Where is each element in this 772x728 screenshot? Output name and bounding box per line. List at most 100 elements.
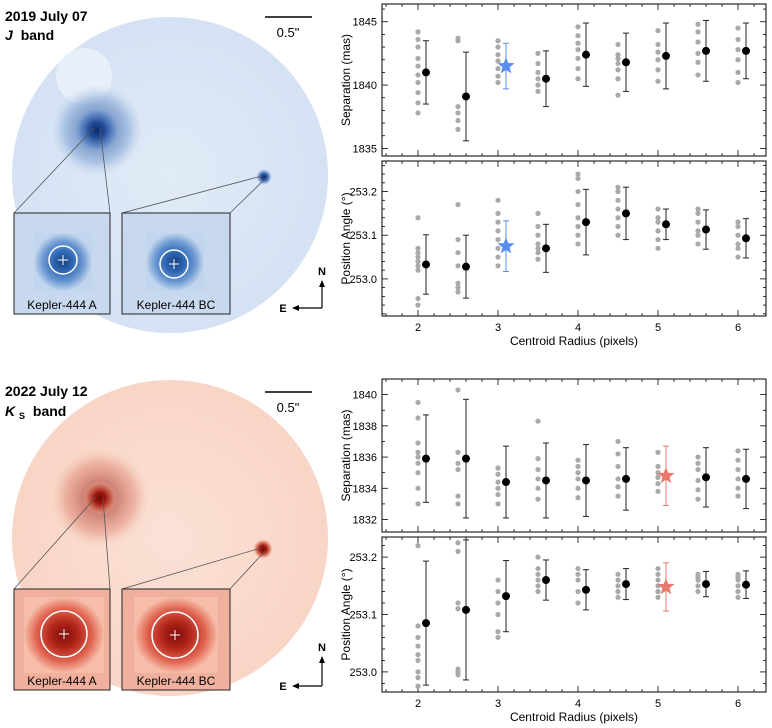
sample-point — [535, 241, 541, 247]
sample-point — [495, 66, 501, 72]
x-tick-label: 6 — [735, 322, 741, 334]
sample-point — [655, 219, 661, 225]
sample-point — [655, 488, 661, 495]
sample-point — [415, 254, 421, 260]
sample-point — [575, 577, 581, 583]
star-marker — [657, 577, 675, 595]
sample-point — [495, 52, 501, 58]
sample-point — [615, 476, 621, 482]
sample-point — [655, 594, 661, 600]
j-band-date: 2019 July 07 — [5, 8, 88, 24]
sample-point — [455, 600, 461, 606]
sample-point — [615, 215, 621, 221]
star-marker — [497, 57, 515, 74]
sample-point — [415, 250, 421, 256]
mean-point — [582, 50, 590, 59]
sample-point — [735, 588, 741, 595]
sample-point — [495, 577, 501, 583]
y-tick-label: 1838 — [353, 421, 377, 433]
ks-scale-bar-label: 0.5" — [277, 400, 300, 415]
ks-band-date: 2022 July 12 — [5, 383, 88, 399]
plot-frame — [381, 378, 767, 533]
sample-point — [615, 451, 621, 457]
sample-point — [615, 41, 621, 48]
sample-point — [695, 241, 701, 247]
sample-point — [455, 202, 461, 208]
j-inset-bc: Kepler-444 BC — [121, 212, 231, 315]
sample-point — [735, 79, 741, 86]
sample-point — [575, 241, 581, 247]
sample-point — [415, 669, 421, 675]
sample-point — [655, 78, 661, 84]
y-tick-label: 1834 — [353, 483, 377, 495]
mean-point — [702, 580, 710, 589]
sample-point — [655, 449, 661, 455]
y-tick-label: 1840 — [353, 390, 377, 402]
sample-point — [695, 454, 701, 460]
sample-point — [655, 215, 661, 221]
mean-point — [542, 244, 550, 253]
ks-connector — [229, 550, 266, 590]
scatter-panel: 2 3 4 5 6 Centroid Radius (pixels) 253.0 253.1 2… — [339, 536, 767, 724]
sample-point — [495, 197, 501, 203]
sample-point — [695, 571, 701, 577]
plot-frame — [381, 3, 767, 157]
sample-point — [695, 59, 701, 65]
sample-point — [495, 588, 501, 595]
ks-band-image-panel: 0.5" 2022 July 12 K S band Kepler-444 A … — [5, 380, 328, 696]
sample-point — [495, 79, 501, 86]
sample-point — [495, 73, 501, 79]
ks-compass-north: N — [318, 642, 326, 654]
ks-band-letter: K — [5, 403, 16, 419]
y-axis-label: Separation (mas) — [339, 409, 353, 501]
sample-point — [415, 415, 421, 421]
sample-point — [415, 449, 421, 455]
sample-point — [615, 60, 621, 67]
j-connector — [99, 127, 111, 214]
sample-point — [495, 634, 501, 641]
sample-point — [455, 285, 461, 291]
sample-point — [575, 188, 581, 195]
x-tick-label: 5 — [655, 322, 661, 334]
sample-point — [735, 36, 741, 43]
mean-point — [582, 585, 590, 594]
mean-point — [422, 454, 430, 463]
sample-point — [575, 495, 581, 501]
mean-point — [742, 234, 750, 243]
sample-point — [655, 67, 661, 73]
sample-point — [495, 611, 501, 618]
y-tick-label: 253.0 — [349, 274, 377, 286]
x-tick-label: 3 — [495, 322, 501, 334]
sample-point — [415, 55, 421, 62]
sample-point — [415, 501, 421, 507]
sample-point — [735, 493, 741, 499]
mean-point — [462, 454, 470, 463]
sample-point — [695, 29, 701, 35]
mean-point — [622, 209, 630, 218]
sample-point — [535, 583, 541, 589]
sample-point — [735, 47, 741, 53]
mean-point — [742, 46, 750, 55]
sample-point — [415, 295, 421, 302]
mean-point — [702, 46, 710, 55]
mean-point — [582, 218, 590, 227]
y-tick-label: 253.0 — [349, 667, 377, 679]
mean-point — [462, 92, 470, 101]
sample-point — [695, 588, 701, 595]
mean-point — [422, 619, 430, 628]
ks-inset-bc: Kepler-444 BC — [121, 588, 231, 691]
mean-point — [742, 580, 750, 589]
sample-point — [495, 38, 501, 44]
j-inset-a: Kepler-444 A — [13, 212, 111, 315]
sample-point — [415, 110, 421, 116]
mean-point — [422, 260, 430, 269]
x-tick-label: 2 — [415, 698, 421, 710]
sample-point — [735, 69, 741, 75]
sample-point — [575, 600, 581, 606]
sample-point — [535, 476, 541, 482]
sample-point — [735, 485, 741, 491]
sample-point — [455, 548, 461, 554]
sample-point — [535, 210, 541, 216]
sample-point — [615, 583, 621, 589]
sample-point — [735, 241, 741, 247]
